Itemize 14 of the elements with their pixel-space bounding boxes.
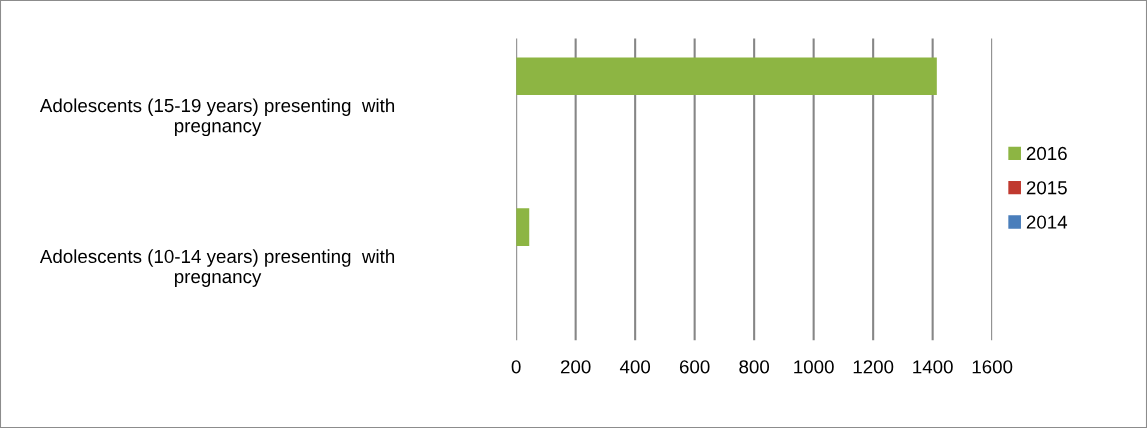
x-tick-label: 1600	[972, 360, 1013, 374]
x-tick-label: 1000	[794, 360, 834, 374]
x-tick-label: 0	[511, 360, 521, 374]
x-tick-label: 600	[679, 360, 710, 374]
x-tick-label: 1400	[913, 360, 953, 374]
x-tick-label: 800	[739, 360, 770, 374]
y-tick-label: Adolescents (10-14 years) presenting with pregnancy	[39, 249, 395, 287]
x-tick-label: 400	[619, 360, 651, 374]
legend-label: 2015	[1026, 181, 1067, 195]
legend-label: 2014	[1026, 215, 1068, 229]
y-tick-label: Adolescents (15-19 years) presenting with pregnancy	[39, 98, 395, 137]
x-tick-label: 200	[560, 360, 591, 374]
x-tick-label: 1200	[853, 360, 894, 374]
legend-label: 2016	[1026, 146, 1067, 161]
